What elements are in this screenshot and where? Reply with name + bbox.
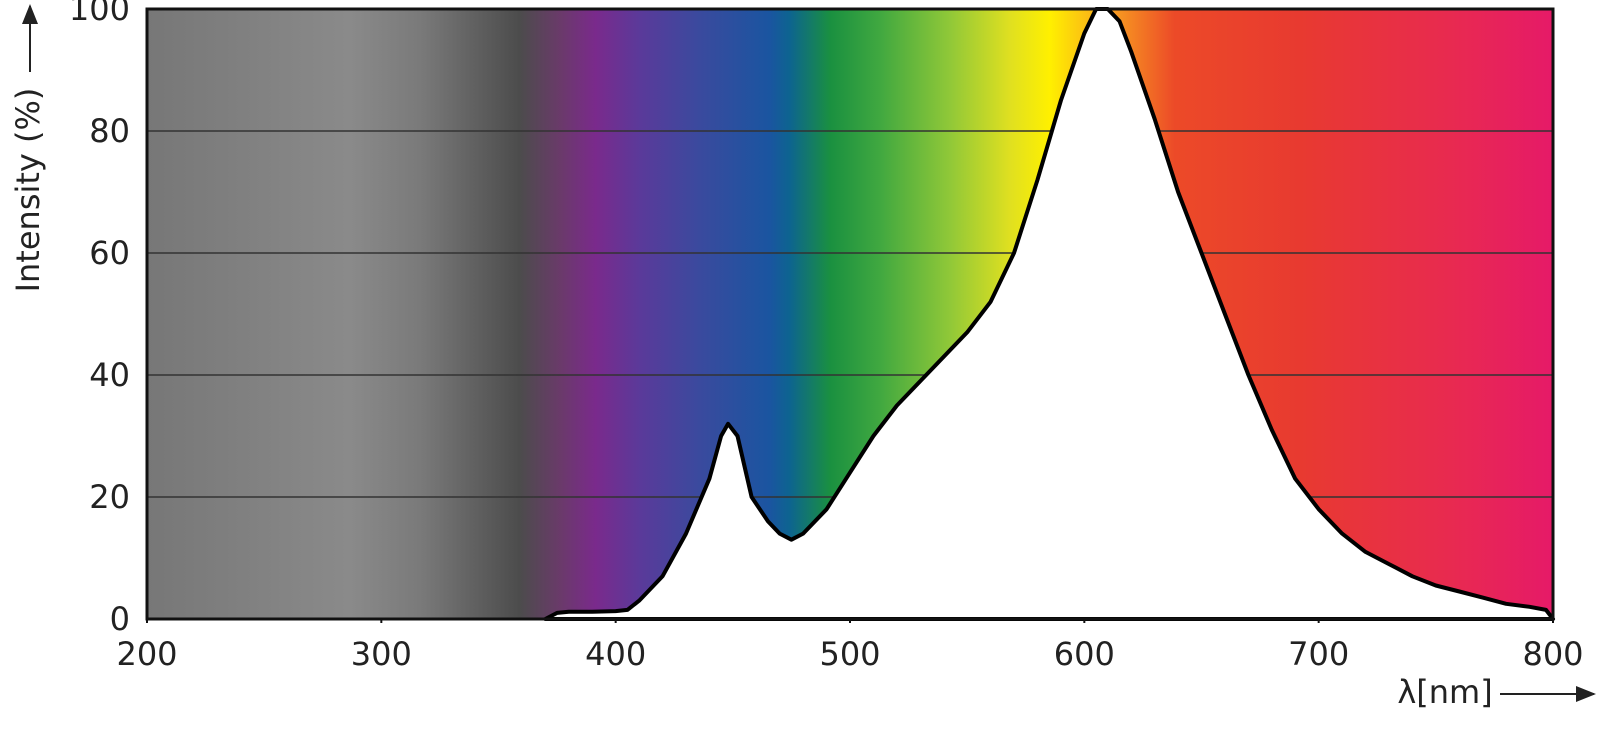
x-tick-label: 800 xyxy=(1522,635,1583,673)
plot xyxy=(543,7,1555,621)
x-tick-label: 400 xyxy=(585,635,646,673)
x-tick-label: 300 xyxy=(351,635,412,673)
y-tick-label: 0 xyxy=(110,600,130,638)
y-tick-label: 100 xyxy=(69,0,130,28)
spectrum-area xyxy=(543,7,1555,621)
x-tick-label: 500 xyxy=(819,635,880,673)
x-tick-label: 700 xyxy=(1288,635,1349,673)
x-axis-label: λ[nm] xyxy=(1397,673,1492,711)
y-tick-label: 20 xyxy=(89,478,130,516)
y-tick-label: 80 xyxy=(89,112,130,150)
y-axis-label: Intensity (%) xyxy=(9,88,47,293)
y-tick-label: 40 xyxy=(89,356,130,394)
x-tick-label: 600 xyxy=(1054,635,1115,673)
x-tick-label: 200 xyxy=(116,635,177,673)
y-tick-label: 60 xyxy=(89,234,130,272)
